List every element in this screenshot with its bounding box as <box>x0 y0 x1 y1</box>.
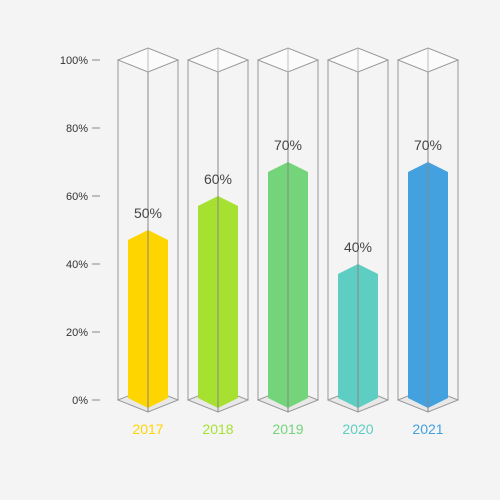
y-tick-label: 20% <box>66 327 88 339</box>
x-tick-label: 2021 <box>412 421 443 437</box>
x-tick-label: 2019 <box>272 421 303 437</box>
y-tick-label: 80% <box>66 123 88 135</box>
x-tick-label: 2018 <box>202 421 233 437</box>
value-labels: 50% 60% 70% 40% 70% <box>134 137 442 255</box>
data-label: 50% <box>134 205 162 221</box>
x-tick-label: 2020 <box>342 421 373 437</box>
y-tick-label: 40% <box>66 259 88 271</box>
y-tick-label: 60% <box>66 191 88 203</box>
y-tick-label: 100% <box>60 55 88 67</box>
glass-fronts <box>117 60 459 412</box>
data-label: 40% <box>344 239 372 255</box>
y-axis: 0% 20% 40% 60% 80% 100% <box>60 55 100 407</box>
data-label: 70% <box>274 137 302 153</box>
y-tick-label: 0% <box>72 395 88 407</box>
data-label: 60% <box>204 171 232 187</box>
data-label: 70% <box>414 137 442 153</box>
category-labels: 2017 2018 2019 2020 2021 <box>132 421 443 437</box>
x-tick-label: 2017 <box>132 421 163 437</box>
